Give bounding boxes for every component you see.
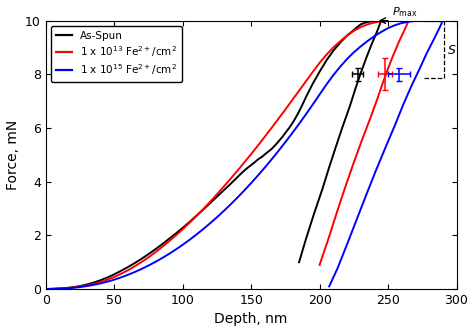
Text: $S$: $S$ <box>447 43 456 57</box>
Text: $P_\mathrm{max}$: $P_\mathrm{max}$ <box>392 6 418 19</box>
X-axis label: Depth, nm: Depth, nm <box>215 312 288 326</box>
Legend: As-Spun, 1 x 10$^{13}$ Fe$^{2+}$/cm$^{2}$, 1 x 10$^{15}$ Fe$^{2+}$/cm$^{2}$: As-Spun, 1 x 10$^{13}$ Fe$^{2+}$/cm$^{2}… <box>51 26 182 82</box>
Y-axis label: Force, mN: Force, mN <box>6 120 19 190</box>
